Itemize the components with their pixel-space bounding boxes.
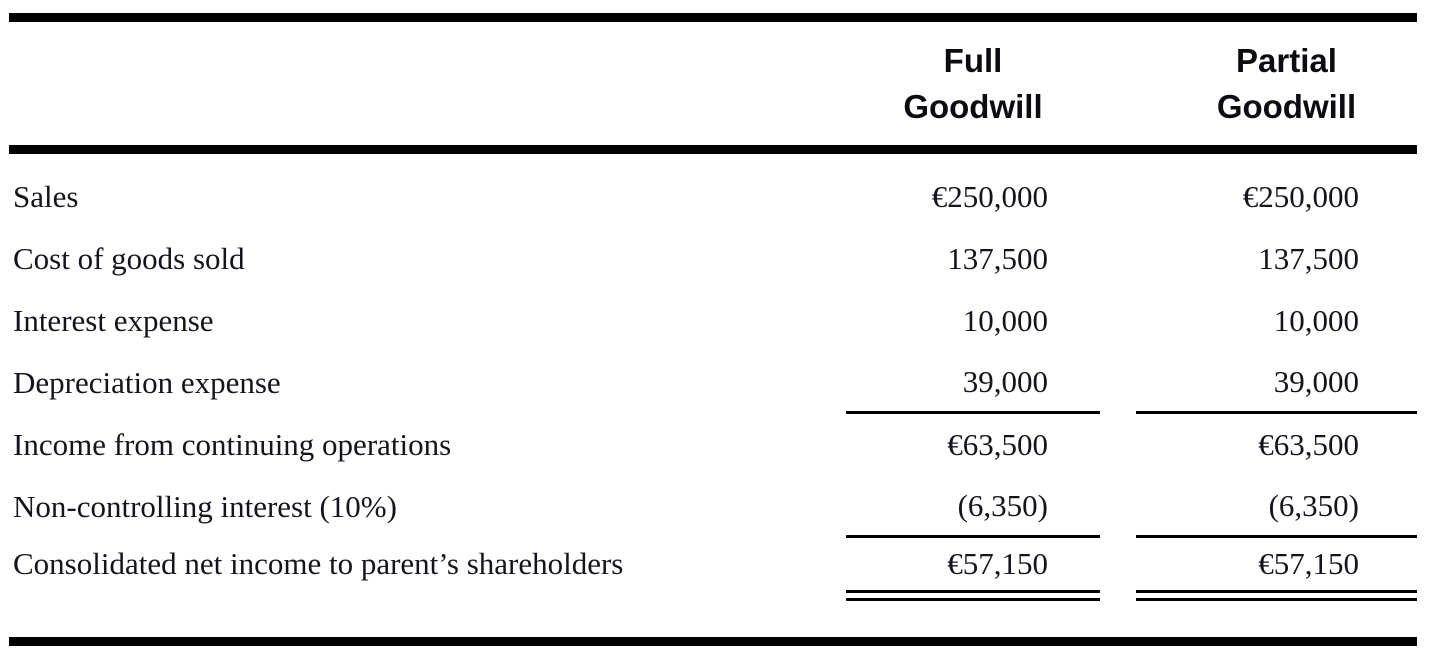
- column-header-full-goodwill: Full Goodwill: [846, 38, 1100, 130]
- table-row-interest-expense: Interest expense 10,000 10,000: [9, 290, 1417, 352]
- full-goodwill-double-rule: [846, 590, 1100, 601]
- row-label: Depreciation expense: [13, 365, 281, 400]
- table-row-noncontrolling-interest: Non-controlling interest (10%) (6,350) (…: [9, 476, 1417, 538]
- header-rule: [9, 145, 1417, 154]
- full-goodwill-value-underlined: 39,000: [846, 352, 1100, 414]
- total-double-rule-row: [9, 590, 1417, 601]
- table-row-sales: Sales €250,000 €250,000: [9, 166, 1417, 228]
- row-label: Sales: [13, 179, 79, 214]
- partial-goodwill-value: €63,500: [1258, 427, 1359, 462]
- full-goodwill-value: €250,000: [931, 179, 1048, 214]
- partial-goodwill-value: 137,500: [1258, 241, 1359, 276]
- row-label: Income from continuing operations: [13, 427, 452, 462]
- column-header-full-line2: Goodwill: [903, 87, 1043, 125]
- table-header-row: Full Goodwill Partial Goodwill: [9, 22, 1417, 145]
- column-header-partial-line2: Goodwill: [1216, 87, 1357, 125]
- partial-goodwill-value-underlined: 39,000: [1136, 352, 1417, 414]
- full-goodwill-value: 137,500: [947, 241, 1048, 276]
- full-goodwill-value-underlined: (6,350): [846, 476, 1100, 538]
- partial-goodwill-value: 10,000: [1273, 303, 1359, 338]
- row-label: Non-controlling interest (10%): [13, 489, 397, 524]
- table-row-consolidated-net-income: Consolidated net income to parent’s shar…: [9, 538, 1417, 590]
- table-row-cogs: Cost of goods sold 137,500 137,500: [9, 228, 1417, 290]
- partial-goodwill-double-rule: [1136, 590, 1417, 601]
- partial-goodwill-value-underlined: (6,350): [1136, 476, 1417, 538]
- partial-goodwill-value: €250,000: [1242, 179, 1359, 214]
- partial-goodwill-value: €57,150: [1258, 546, 1359, 581]
- row-label: Interest expense: [13, 303, 214, 338]
- top-rule: [9, 13, 1417, 22]
- table-row-depreciation-expense: Depreciation expense 39,000 39,000: [9, 352, 1417, 414]
- table-body: Sales €250,000 €250,000 Cost of goods so…: [9, 154, 1417, 601]
- full-goodwill-value: €63,500: [947, 427, 1048, 462]
- full-goodwill-value: 10,000: [962, 303, 1048, 338]
- column-header-partial-line1: Partial: [1236, 41, 1337, 79]
- full-goodwill-value: €57,150: [947, 546, 1048, 581]
- goodwill-comparison-table: Full Goodwill Partial Goodwill Sales €25…: [9, 13, 1417, 646]
- row-label: Cost of goods sold: [13, 241, 245, 276]
- column-header-full-line1: Full: [943, 41, 1003, 79]
- column-header-partial-goodwill: Partial Goodwill: [1136, 38, 1417, 130]
- table-row-income-continuing-operations: Income from continuing operations €63,50…: [9, 414, 1417, 476]
- bottom-rule: [9, 637, 1417, 646]
- row-label: Consolidated net income to parent’s shar…: [13, 546, 624, 581]
